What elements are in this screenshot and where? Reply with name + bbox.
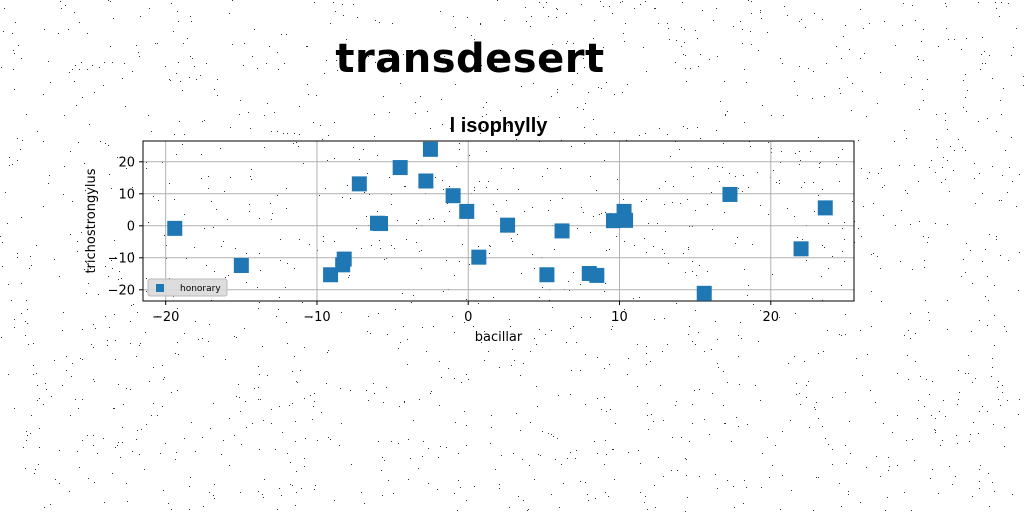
- data-point: [722, 186, 738, 202]
- data-points: [167, 141, 833, 301]
- data-point: [696, 285, 712, 301]
- x-tick-label: 20: [763, 310, 780, 325]
- data-point: [445, 188, 461, 204]
- legend-label: honorary: [180, 284, 221, 294]
- data-point: [336, 251, 352, 267]
- data-point: [323, 267, 339, 283]
- x-tick-label: −20: [152, 310, 179, 325]
- axis-ticks: −20 −10 0 10 20 −20 −10 0 10 20: [108, 155, 780, 325]
- data-point: [459, 203, 475, 219]
- y-tick-label: 10: [118, 187, 135, 202]
- data-point: [793, 241, 809, 257]
- x-axis-label: bacillar: [475, 330, 523, 345]
- data-point: [618, 212, 634, 228]
- y-tick-label: 20: [118, 155, 135, 170]
- data-point: [539, 267, 555, 283]
- x-tick-label: 10: [611, 310, 628, 325]
- legend: honorary: [147, 278, 228, 297]
- y-axis-label: trichostrongylus: [84, 168, 99, 273]
- data-point: [233, 257, 249, 273]
- data-point: [500, 217, 516, 233]
- y-tick-label: −20: [108, 283, 135, 298]
- page-title: transdesert: [335, 36, 605, 82]
- legend-box: [147, 278, 228, 297]
- data-point: [554, 223, 570, 239]
- y-tick-label: 0: [127, 219, 135, 234]
- data-point: [471, 249, 487, 265]
- data-point: [817, 200, 833, 216]
- y-tick-label: −10: [108, 251, 135, 266]
- x-tick-label: 0: [464, 310, 472, 325]
- chart-title: l isophylly: [450, 115, 549, 137]
- data-point: [589, 267, 605, 283]
- data-point: [167, 220, 183, 236]
- data-point: [392, 160, 408, 176]
- x-tick-label: −10: [303, 310, 330, 325]
- data-point: [422, 141, 438, 157]
- grid-lines: [143, 141, 854, 301]
- legend-marker: [156, 284, 164, 292]
- plot-area: [142, 140, 855, 302]
- data-point: [418, 173, 434, 189]
- data-point: [351, 176, 367, 192]
- data-point: [373, 216, 389, 232]
